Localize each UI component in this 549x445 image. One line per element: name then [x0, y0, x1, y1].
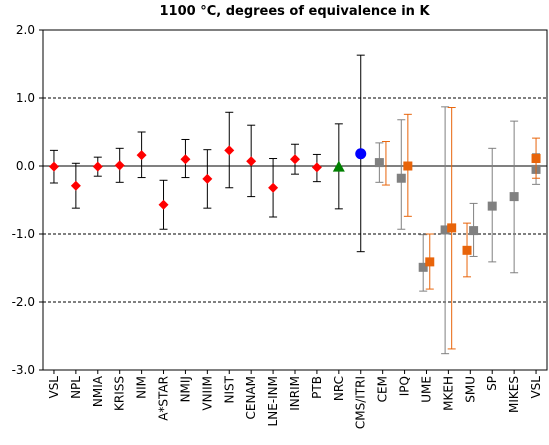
data-point-diamond	[246, 156, 257, 167]
x-tick-label: NPL	[69, 376, 83, 399]
x-tick-label: VSL	[47, 376, 61, 399]
data-point-diamond	[136, 150, 147, 161]
x-tick-label: SP	[485, 376, 499, 391]
x-tick-label: PTB	[310, 376, 324, 399]
data-point-square	[447, 223, 457, 233]
plot-frame	[42, 29, 548, 371]
x-tick-label: A*STAR	[157, 376, 171, 421]
data-point-diamond	[290, 154, 300, 165]
x-tick-label: IPQ	[398, 376, 412, 396]
x-tick-label: LNE-INM	[266, 376, 280, 426]
x-tick-label: VNIIM	[200, 376, 214, 411]
data-point-square	[374, 158, 384, 168]
data-point-diamond	[48, 161, 59, 172]
data-point-diamond	[92, 161, 103, 172]
data-point-diamond	[70, 180, 81, 191]
x-tick-label: MIKES	[507, 376, 521, 413]
x-tick-label: VSL	[529, 376, 543, 399]
data-point-triangle	[332, 160, 345, 172]
x-tick-label: MKEH	[441, 376, 455, 411]
data-point-diamond	[114, 160, 125, 171]
data-point-square	[487, 201, 497, 211]
data-point-square	[403, 161, 413, 171]
y-tick-label: 1.0	[16, 91, 35, 105]
x-tick-label: CMS/ITRI	[354, 376, 368, 429]
data-point-square	[396, 173, 406, 183]
x-tick-label: NRC	[332, 376, 346, 401]
y-tick-label: -1.0	[12, 227, 35, 241]
x-tick-label: NIM	[135, 376, 149, 399]
data-point-square	[440, 225, 450, 235]
data-point-circle	[355, 148, 367, 160]
data-point-square	[509, 192, 519, 202]
data-point-square	[418, 262, 428, 272]
x-tick-label: UME	[419, 376, 433, 403]
x-tick-label: CEM	[376, 376, 390, 402]
data-point-square	[462, 245, 472, 255]
data-point-diamond	[311, 162, 322, 173]
data-point-square	[425, 257, 435, 267]
x-tick-label: NMIJ	[178, 376, 192, 402]
x-tick-label: KRISS	[113, 376, 127, 411]
x-tick-label: INRIM	[288, 376, 302, 411]
data-point-diamond	[202, 173, 213, 184]
data-point-square	[469, 226, 479, 236]
x-tick-label: NIST	[222, 375, 236, 403]
chart-title: 1100 °C, degrees of equivalence in K	[159, 4, 430, 19]
y-tick-label: -3.0	[12, 363, 35, 377]
y-tick-label: 0.0	[16, 159, 35, 173]
x-tick-label: CENAM	[244, 376, 258, 420]
data-point-diamond	[180, 154, 191, 165]
y-tick-label: -2.0	[12, 295, 35, 309]
y-tick-label: 2.0	[16, 23, 35, 37]
x-tick-label: NMIA	[91, 375, 105, 407]
data-point-diamond	[158, 199, 169, 210]
x-tick-label: SMU	[463, 376, 477, 403]
data-point-diamond	[268, 182, 279, 193]
data-point-diamond	[224, 145, 235, 156]
data-point-square	[531, 154, 541, 164]
